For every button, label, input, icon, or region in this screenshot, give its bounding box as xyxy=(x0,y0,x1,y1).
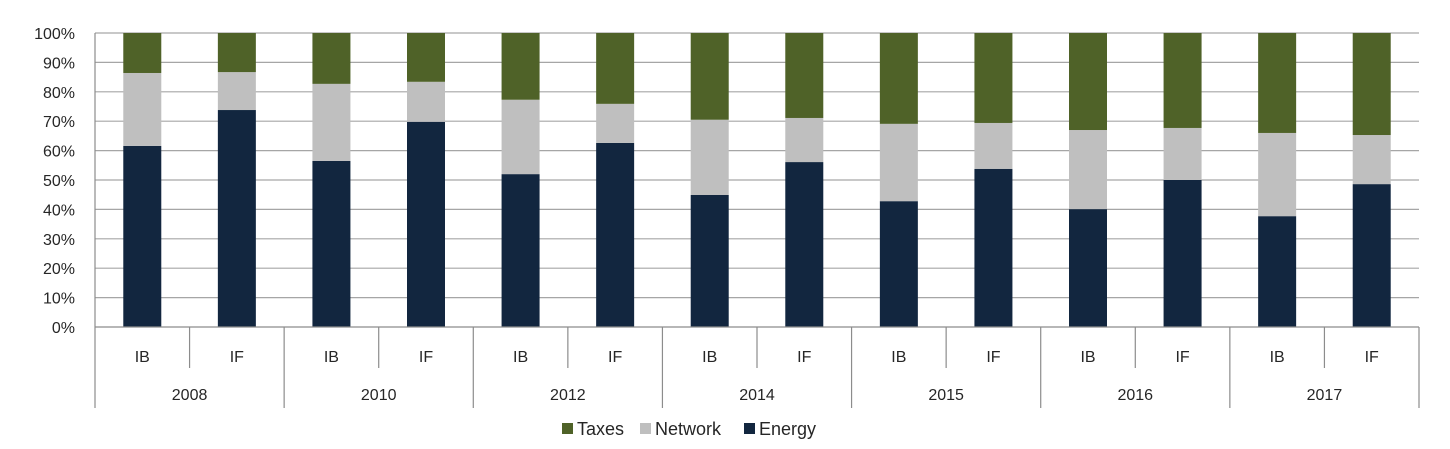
x-tick-label-sub: IB xyxy=(324,349,339,366)
legend-label-network: Network xyxy=(655,419,722,439)
bar-taxes-2017-if xyxy=(1352,33,1391,136)
bar-taxes-2010-if xyxy=(407,33,445,82)
bar-taxes-2015-ib xyxy=(879,33,918,124)
bar-taxes-2016-if xyxy=(1163,33,1202,128)
bar-energy-2008-if xyxy=(217,110,256,327)
bar-taxes-2016-ib xyxy=(1069,33,1107,131)
bar-network-2016-if xyxy=(1163,127,1202,180)
y-tick-label: 60% xyxy=(43,144,75,161)
y-tick-label: 50% xyxy=(43,173,75,190)
x-tick-label-sub: IF xyxy=(797,349,811,366)
bar-network-2017-if xyxy=(1352,135,1391,185)
bar-energy-2010-if xyxy=(407,121,445,328)
bar-network-2016-ib xyxy=(1069,130,1107,210)
x-tick-label-group: 2012 xyxy=(550,387,586,404)
y-tick-label: 70% xyxy=(43,114,75,131)
x-tick-label-sub: IB xyxy=(513,349,528,366)
bar-energy-2012-if xyxy=(596,142,635,327)
bar-taxes-2010-ib xyxy=(312,33,351,84)
bar-taxes-2012-ib xyxy=(501,33,540,100)
x-tick-label-sub: IF xyxy=(608,349,622,366)
gridlines xyxy=(94,32,1419,327)
y-axis-ticks: 0% 10% 20% 30% 40% 50% 60% 70% 80% 90% 100% xyxy=(34,26,75,337)
bar-energy-2015-ib xyxy=(879,201,918,327)
x-tick-label-group: 2015 xyxy=(928,387,964,404)
legend: Taxes Network Energy xyxy=(562,419,816,439)
bar-network-2008-if xyxy=(217,72,256,111)
bar-energy-2008-ib xyxy=(123,145,162,327)
bar-network-2010-if xyxy=(407,81,445,122)
bar-taxes-2017-ib xyxy=(1258,33,1297,133)
x-tick-label-group: 2017 xyxy=(1307,387,1343,404)
x-tick-label-sub: IB xyxy=(891,349,906,366)
y-tick-label: 0% xyxy=(52,320,75,337)
bar-energy-2016-if xyxy=(1163,180,1202,327)
bar-taxes-2012-if xyxy=(596,33,635,104)
bars xyxy=(123,33,1391,328)
bar-energy-2017-ib xyxy=(1258,216,1297,327)
y-tick-label: 100% xyxy=(34,26,75,43)
bar-energy-2014-if xyxy=(785,162,824,327)
bar-taxes-2008-if xyxy=(217,33,256,73)
bar-network-2015-ib xyxy=(879,123,918,202)
bar-energy-2017-if xyxy=(1352,184,1391,327)
legend-swatch-network xyxy=(640,423,651,434)
bar-energy-2012-ib xyxy=(501,174,540,327)
x-tick-label-sub: IF xyxy=(230,349,244,366)
x-tick-label-sub: IB xyxy=(1270,349,1285,366)
y-tick-label: 80% xyxy=(43,85,75,102)
bar-taxes-2014-ib xyxy=(690,33,729,120)
bar-taxes-2014-if xyxy=(785,33,824,118)
x-tick-label-sub: IF xyxy=(1365,349,1379,366)
y-tick-label: 90% xyxy=(43,55,75,72)
bar-network-2010-ib xyxy=(312,83,351,161)
legend-swatch-energy xyxy=(744,423,755,434)
bar-taxes-2008-ib xyxy=(123,33,162,73)
y-tick-label: 20% xyxy=(43,261,75,278)
bar-network-2014-ib xyxy=(690,119,729,195)
legend-label-energy: Energy xyxy=(759,419,816,439)
y-tick-label: 10% xyxy=(43,291,75,308)
x-tick-label-sub: IB xyxy=(135,349,150,366)
bar-energy-2010-ib xyxy=(312,160,351,327)
bar-network-2008-ib xyxy=(123,72,162,146)
bar-network-2017-ib xyxy=(1258,132,1297,217)
bar-network-2014-if xyxy=(785,117,824,163)
x-tick-label-sub: IF xyxy=(1175,349,1189,366)
bar-network-2012-if xyxy=(596,103,635,143)
x-tick-label-group: 2008 xyxy=(172,387,208,404)
bar-energy-2015-if xyxy=(974,168,1013,327)
y-tick-label: 30% xyxy=(43,232,75,249)
bar-energy-2016-ib xyxy=(1069,209,1107,327)
x-tick-label-sub: IB xyxy=(702,349,717,366)
x-axis: IB IF IB IF IB IF IB IF IB IF IB IF IB IF 2008 2010 2012… xyxy=(94,326,1420,408)
x-tick-label-sub: IF xyxy=(986,349,1000,366)
bar-energy-2014-ib xyxy=(690,194,729,327)
x-tick-label-sub: IF xyxy=(419,349,433,366)
x-tick-label-sub: IB xyxy=(1080,349,1095,366)
y-tick-label: 40% xyxy=(43,202,75,219)
legend-swatch-taxes xyxy=(562,423,573,434)
x-tick-label-group: 2014 xyxy=(739,387,775,404)
x-tick-label-group: 2016 xyxy=(1117,387,1153,404)
bar-taxes-2015-if xyxy=(974,33,1013,123)
bar-network-2012-ib xyxy=(501,99,540,175)
legend-label-taxes: Taxes xyxy=(577,419,624,439)
bar-network-2015-if xyxy=(974,122,1013,169)
x-tick-label-group: 2010 xyxy=(361,387,397,404)
